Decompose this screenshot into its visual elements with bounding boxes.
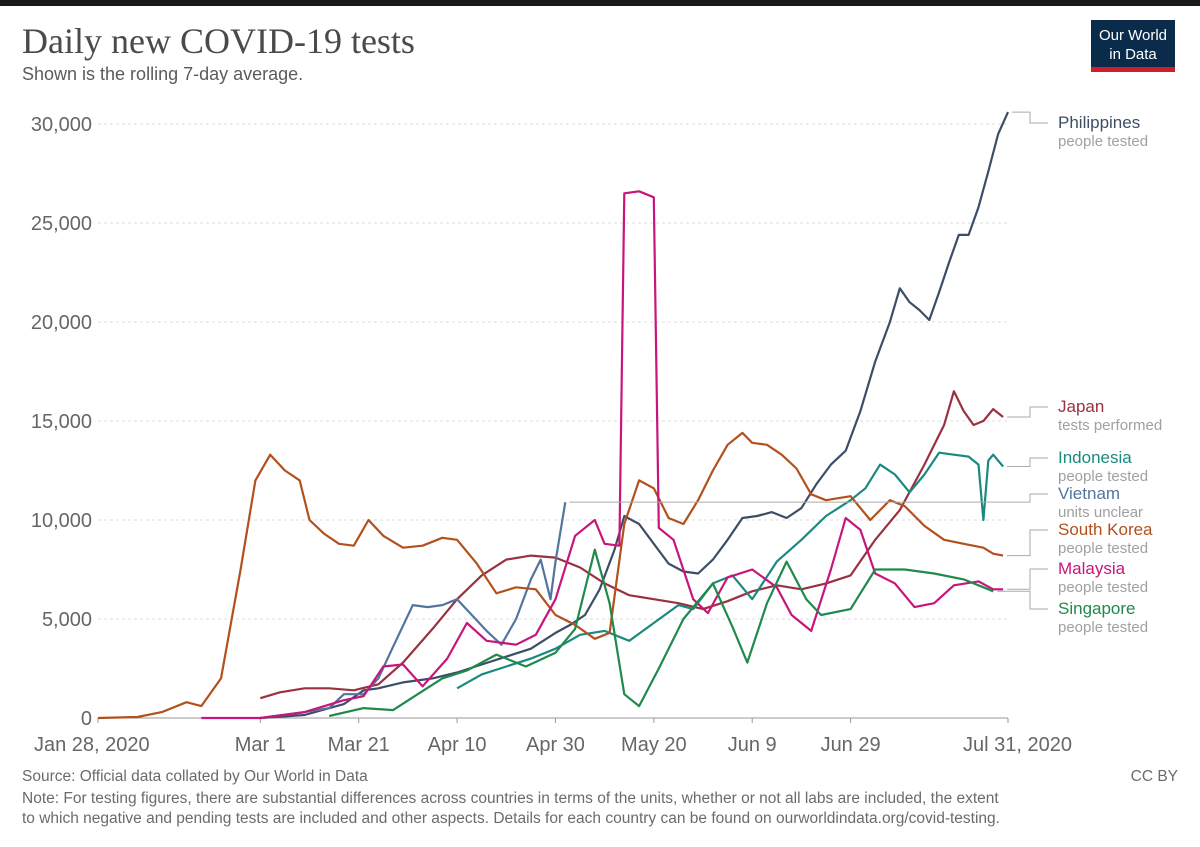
series-label-singapore: Singapore xyxy=(1058,599,1136,618)
label-connector-south-korea xyxy=(1007,529,1048,557)
x-tick-label: Apr 10 xyxy=(428,734,487,756)
note-line-1: Note: For testing figures, there are sub… xyxy=(22,790,999,807)
series-label-south-korea: South Korea xyxy=(1058,520,1153,539)
our-world-in-data-logo[interactable]: Our World in Data xyxy=(1091,20,1175,72)
chart-title: Daily new COVID-19 tests xyxy=(22,21,415,61)
series-line-philippines xyxy=(260,111,1010,720)
series-unit-philippines: people tested xyxy=(1058,133,1148,150)
y-tick-label: 10,000 xyxy=(31,510,92,532)
y-tick-label: 5,000 xyxy=(42,609,92,631)
series-unit-japan: tests performed xyxy=(1058,417,1162,434)
series-unit-south-korea: people tested xyxy=(1058,540,1148,557)
axis-layer: 0 5,000 10,000 15,000 20,000 25,000 30,000 Jan … xyxy=(31,114,1072,756)
y-tick-label: 25,000 xyxy=(31,213,92,235)
series-label-japan: Japan xyxy=(1058,397,1104,416)
series-line-vietnam xyxy=(260,502,567,720)
series-line-malaysia xyxy=(201,190,1004,720)
x-tick-label: Jun 29 xyxy=(821,734,881,756)
license-text[interactable]: CC BY xyxy=(1130,768,1178,785)
logo-line-2: in Data xyxy=(1109,46,1157,63)
label-connector-japan xyxy=(1007,406,1048,418)
series-line-south-korea xyxy=(97,431,1004,720)
line-chart: 0 5,000 10,000 15,000 20,000 25,000 30,000 Jan … xyxy=(31,111,1162,756)
x-tick-label: Mar 21 xyxy=(328,734,390,756)
source-text: Source: Official data collated by Our Wo… xyxy=(22,768,368,785)
note-line-2: to which negative and pending tests are … xyxy=(22,810,1000,827)
y-tick-label: 15,000 xyxy=(31,411,92,433)
x-tick-label: Apr 30 xyxy=(526,734,585,756)
logo-line-1: Our World xyxy=(1098,27,1168,44)
series-label-philippines: Philippines xyxy=(1058,113,1140,132)
x-tick-label: Jun 9 xyxy=(728,734,777,756)
label-connector-malaysia xyxy=(1007,568,1048,590)
series-unit-singapore: people tested xyxy=(1058,619,1148,636)
series-layer xyxy=(97,111,1010,720)
chart-subtitle: Shown is the rolling 7-day average. xyxy=(22,64,304,84)
series-label-vietnam: Vietnam xyxy=(1058,484,1120,503)
series-line-japan xyxy=(259,390,1004,700)
series-label-indonesia: Indonesia xyxy=(1058,448,1132,467)
logo-red-bar xyxy=(1091,67,1175,72)
label-connector-vietnam xyxy=(569,493,1048,503)
series-line-singapore xyxy=(328,548,994,718)
series-unit-vietnam: units unclear xyxy=(1058,504,1143,521)
label-connector-singapore xyxy=(997,590,1048,610)
x-tick-label: Jan 28, 2020 xyxy=(34,734,150,756)
y-tick-label: 20,000 xyxy=(31,312,92,334)
x-tick-label: Jul 31, 2020 xyxy=(963,734,1072,756)
y-tick-label: 30,000 xyxy=(31,114,92,136)
y-tick-label: 0 xyxy=(81,708,92,730)
series-unit-malaysia: people tested xyxy=(1058,579,1148,596)
top-border xyxy=(0,0,1200,6)
series-line-indonesia xyxy=(456,451,1004,690)
x-tick-label: May 20 xyxy=(621,734,687,756)
series-unit-indonesia: people tested xyxy=(1058,468,1148,485)
series-label-malaysia: Malaysia xyxy=(1058,559,1126,578)
label-connector-philippines xyxy=(1012,111,1048,124)
label-connector-indonesia xyxy=(1007,457,1048,468)
x-tick-label: Mar 1 xyxy=(235,734,286,756)
